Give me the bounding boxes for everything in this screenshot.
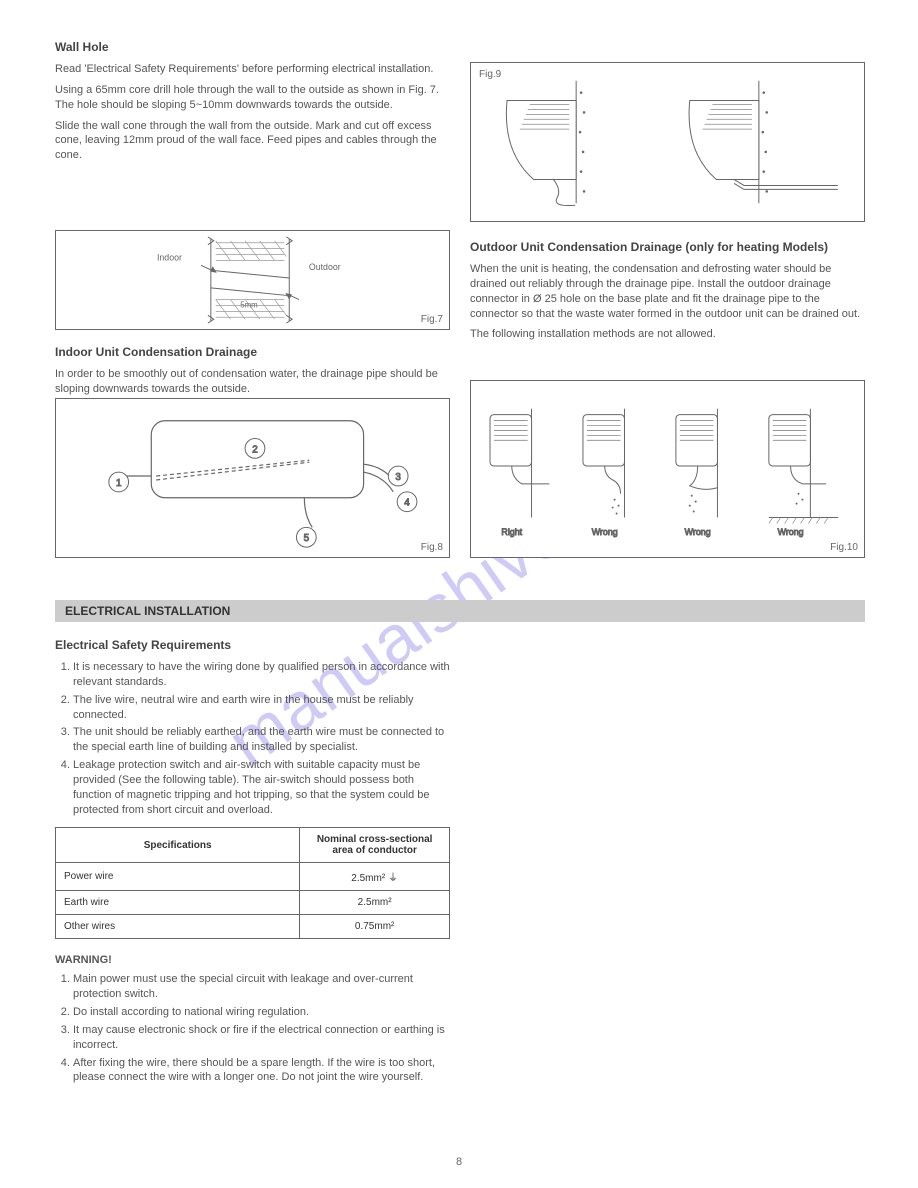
elec-req-item: It is necessary to have the wiring done … — [73, 660, 450, 690]
svg-text:4: 4 — [404, 498, 410, 509]
fig8-label: Fig.8 — [421, 542, 443, 553]
warning-list: Main power must use the special circuit … — [55, 972, 450, 1085]
fig7-outdoor-label: Outdoor — [309, 262, 341, 272]
outdoor-drainage-p2: The following installation methods are n… — [470, 327, 865, 342]
section-indoor-drainage: Indoor Unit Condensation Drainage In ord… — [55, 345, 450, 403]
wire-hdr-conductor: Nominal cross-sectional area of conducto… — [300, 828, 450, 863]
page-number: 8 — [456, 1156, 462, 1168]
wire-row-other: Other wires — [56, 915, 300, 939]
figure-7: Indoor Outdoor 5mm Fig.7 — [55, 230, 450, 330]
fig8-svg: 1 2 3 4 5 — [56, 399, 449, 557]
wire-table: Specifications Nominal cross-sectional a… — [55, 827, 450, 939]
fig7-slope-label: 5mm — [240, 300, 257, 309]
svg-text:Right: Right — [501, 527, 522, 537]
figure-9: Fig.9 — [470, 62, 865, 222]
wall-hole-p2: Using a 65mm core drill hole through the… — [55, 83, 450, 113]
wall-hole-p1: Read 'Electrical Safety Requirements' be… — [55, 62, 450, 77]
wire-row-earth: Earth wire — [56, 891, 300, 915]
fig7-label: Fig.7 — [421, 314, 443, 325]
electrical-requirements: Electrical Safety Requirements It is nec… — [55, 638, 450, 1091]
elec-req-item: The unit should be reliably earthed, and… — [73, 725, 450, 755]
elec-req-item: The live wire, neutral wire and earth wi… — [73, 693, 450, 723]
wire-hdr-spec: Specifications — [56, 828, 300, 863]
svg-text:5: 5 — [304, 533, 310, 544]
outdoor-drainage-title: Outdoor Unit Condensation Drainage (only… — [470, 240, 865, 254]
elec-req-item: Leakage protection switch and air-switch… — [73, 758, 450, 817]
svg-text:1: 1 — [116, 478, 121, 489]
fig10-label: Fig.10 — [830, 542, 858, 553]
page: manualshive.com Wall Hole Read 'Electric… — [0, 0, 918, 1188]
svg-text:Wrong: Wrong — [592, 527, 618, 537]
figure-10: Right — [470, 380, 865, 558]
electrical-bar: ELECTRICAL INSTALLATION — [55, 600, 865, 622]
section-electrical: ELECTRICAL INSTALLATION — [55, 600, 865, 622]
warning-item: After fixing the wire, there should be a… — [73, 1056, 450, 1086]
warning-item: It may cause electronic shock or fire if… — [73, 1023, 450, 1053]
fig9-label: Fig.9 — [479, 69, 501, 80]
svg-text:3: 3 — [395, 472, 401, 483]
indoor-drainage-title: Indoor Unit Condensation Drainage — [55, 345, 450, 359]
wire-power-size: 2.5mm² ⏚ — [300, 863, 450, 891]
fig7-svg: Indoor Outdoor 5mm — [56, 231, 449, 329]
fig10-svg: Right — [471, 381, 864, 557]
elec-req-list: It is necessary to have the wiring done … — [55, 660, 450, 817]
wire-row-power: Power wire — [56, 863, 300, 891]
section-outdoor-drainage: Outdoor Unit Condensation Drainage (only… — [470, 240, 865, 348]
fig7-indoor-label: Indoor — [157, 252, 182, 262]
warning-block: WARNING! Main power must use the special… — [55, 953, 450, 1085]
outdoor-drainage-p1: When the unit is heating, the condensati… — [470, 262, 865, 321]
wall-hole-title: Wall Hole — [55, 40, 450, 54]
warning-title: WARNING! — [55, 954, 112, 966]
wire-other-size: 0.75mm² — [300, 915, 450, 939]
wire-earth-size: 2.5mm² — [300, 891, 450, 915]
wall-hole-p3: Slide the wall cone through the wall fro… — [55, 119, 450, 164]
earth-icon: ⏚ — [388, 873, 398, 884]
svg-text:Wrong: Wrong — [778, 527, 804, 537]
svg-text:2: 2 — [252, 444, 257, 455]
elec-req-title: Electrical Safety Requirements — [55, 638, 450, 652]
warning-item: Main power must use the special circuit … — [73, 972, 450, 1002]
warning-item: Do install according to national wiring … — [73, 1005, 450, 1020]
indoor-drainage-p1: In order to be smoothly out of condensat… — [55, 367, 450, 397]
figure-8: 1 2 3 4 5 Fig.8 — [55, 398, 450, 558]
fig9-svg — [471, 63, 864, 221]
section-wall-hole: Wall Hole Read 'Electrical Safety Requir… — [55, 40, 450, 169]
svg-text:Wrong: Wrong — [685, 527, 711, 537]
